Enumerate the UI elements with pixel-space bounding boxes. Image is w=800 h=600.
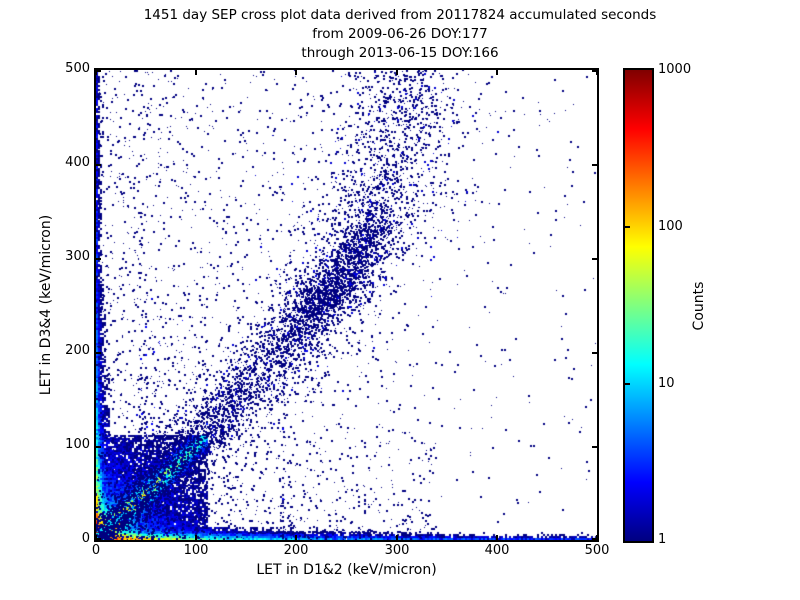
colorbar-tick-label: 10 <box>658 376 675 391</box>
colorbar-tick-mark <box>625 383 630 385</box>
x-tick-mark <box>396 70 398 75</box>
x-tick-label: 200 <box>283 543 309 558</box>
x-tick-mark <box>95 70 97 75</box>
x-tick-mark <box>596 70 598 75</box>
x-axis-label: LET in D1&2 (keV/micron) <box>256 562 437 578</box>
y-tick-mark <box>96 538 101 540</box>
y-tick-mark <box>592 258 597 260</box>
chart-title-line2: from 2009-06-26 DOY:177 <box>312 26 488 42</box>
x-tick-mark <box>95 535 97 540</box>
colorbar-axis-label: Counts <box>691 281 707 331</box>
y-tick-label: 200 <box>65 343 90 358</box>
colorbar-tick-label: 1000 <box>658 62 692 77</box>
colorbar-tick-mark <box>625 226 630 228</box>
x-tick-label: 400 <box>484 543 510 558</box>
x-tick-mark <box>396 535 398 540</box>
x-tick-mark <box>295 535 297 540</box>
x-tick-mark <box>496 535 498 540</box>
scatter-canvas <box>96 70 597 540</box>
y-tick-mark <box>96 164 101 166</box>
y-tick-mark <box>592 164 597 166</box>
chart-title-line3: through 2013-06-15 DOY:166 <box>301 45 499 61</box>
x-tick-mark <box>195 535 197 540</box>
x-tick-mark <box>195 70 197 75</box>
y-axis-label: LET in D3&4 (keV/micron) <box>38 214 54 396</box>
x-tick-mark <box>496 70 498 75</box>
x-tick-label: 500 <box>584 543 610 558</box>
y-tick-label: 0 <box>81 531 90 546</box>
colorbar <box>623 68 654 543</box>
x-tick-label: 300 <box>384 543 410 558</box>
y-tick-mark <box>592 352 597 354</box>
y-tick-label: 100 <box>65 437 90 452</box>
plot-area <box>94 68 599 542</box>
y-tick-mark <box>96 70 101 72</box>
y-tick-mark <box>592 70 597 72</box>
colorbar-tick-label: 1 <box>658 532 667 547</box>
y-tick-label: 500 <box>65 61 90 76</box>
chart-title-line1: 1451 day SEP cross plot data derived fro… <box>143 7 657 23</box>
x-tick-mark <box>596 535 598 540</box>
chart-title: 1451 day SEP cross plot data derived fro… <box>0 6 800 63</box>
colorbar-tick-label: 100 <box>658 219 683 234</box>
y-tick-mark <box>592 446 597 448</box>
x-tick-label: 100 <box>183 543 209 558</box>
y-tick-label: 300 <box>65 249 90 264</box>
y-tick-label: 400 <box>65 155 90 170</box>
x-tick-label: 0 <box>91 543 101 558</box>
x-tick-mark <box>295 70 297 75</box>
y-tick-mark <box>96 258 101 260</box>
y-tick-mark <box>592 538 597 540</box>
y-tick-mark <box>96 352 101 354</box>
y-tick-mark <box>96 446 101 448</box>
